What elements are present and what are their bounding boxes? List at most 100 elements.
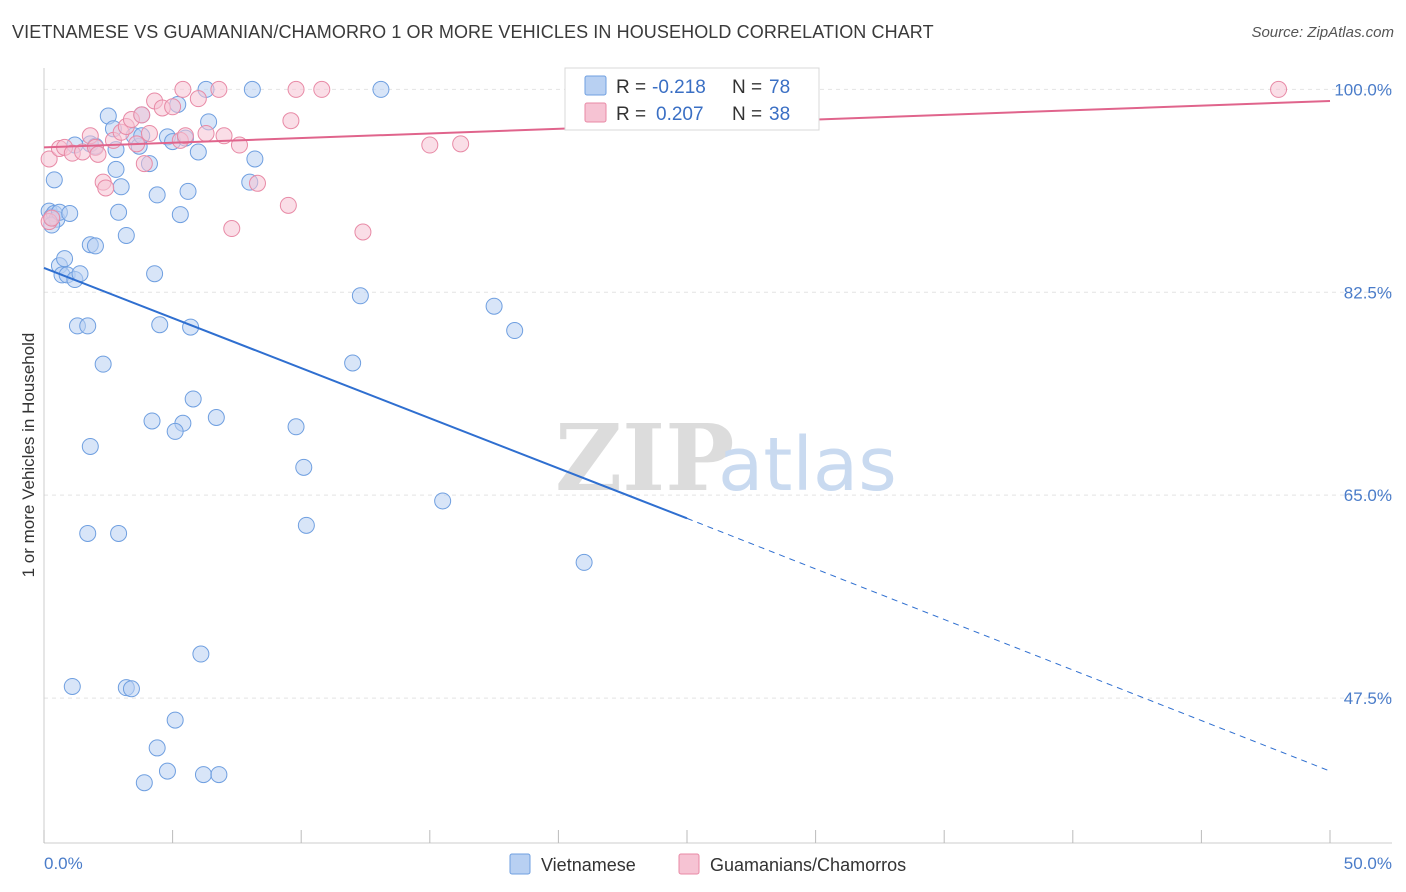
vietnamese-point-61: [135, 774, 153, 792]
guamanian-point-36: [313, 80, 331, 98]
vietnamese-point-22: [63, 677, 81, 695]
vietnamese-point-47: [171, 206, 189, 224]
vietnamese-point-5: [45, 171, 63, 189]
vietnamese-point-19: [81, 437, 99, 455]
vietnamese-point-41: [143, 412, 161, 430]
guamanian-point-35: [287, 80, 305, 98]
vietnamese-point-49: [166, 422, 184, 440]
vietnamese-point-15: [79, 317, 97, 335]
vietnamese-point-34: [117, 226, 135, 244]
y-axis-label: 1 or more Vehicles in Household: [19, 333, 38, 578]
vietnamese-point-70: [344, 354, 362, 372]
guamanian-point-0: [40, 150, 58, 168]
vietnamese-point-33: [112, 178, 130, 196]
guamanian-point-30: [223, 220, 241, 238]
vietnamese-point-64: [243, 80, 261, 98]
vietnamese-point-68: [295, 458, 313, 476]
guamanian-point-39: [452, 135, 470, 153]
guamanian-point-26: [189, 90, 207, 108]
vietnamese-point-72: [372, 80, 390, 98]
vietnamese-point-40: [146, 265, 164, 283]
chart-title: VIETNAMESE VS GUAMANIAN/CHAMORRO 1 OR MO…: [12, 22, 934, 42]
watermark-zip: ZIP: [555, 404, 734, 512]
vietnamese-point-17: [86, 237, 104, 255]
series-legend-swatch-guamanian: [678, 853, 700, 875]
y-tick-label-0: 100.0%: [1334, 80, 1392, 99]
guamanian-point-24: [174, 80, 192, 98]
vietnamese-point-21: [110, 524, 128, 542]
vietnamese-point-20: [79, 524, 97, 542]
vietnamese-point-67: [287, 418, 305, 436]
vietnamese-point-43: [148, 186, 166, 204]
guamanian-point-33: [279, 196, 297, 214]
legend-swatch-guamanian: [584, 102, 607, 123]
y-tick-label-3: 47.5%: [1344, 689, 1392, 708]
legend-n-label-guamanian: N =: [732, 104, 762, 125]
vietnamese-point-24: [122, 680, 140, 698]
y-tick-label-2: 65.0%: [1344, 486, 1392, 505]
vietnamese-point-7: [61, 204, 79, 222]
guamanian-point-2: [43, 209, 61, 227]
guamanian-point-28: [210, 80, 228, 98]
guamanian-point-18: [135, 155, 153, 173]
legend-r-value-guamanian: 0.207: [656, 104, 704, 125]
vietnamese-point-62: [194, 766, 212, 784]
vietnamese-trend-line: [43, 267, 688, 520]
x-tick-label-0: 0.0%: [44, 854, 83, 873]
legend-r-label-guamanian: R =: [616, 104, 646, 125]
guamanian-point-22: [164, 98, 182, 116]
series-legend-swatch-vietnamese: [509, 853, 531, 875]
guamanian-point-19: [140, 124, 158, 142]
legend-n-label-vietnamese: N =: [732, 77, 762, 98]
guamanian-point-32: [248, 174, 266, 192]
guamanian-point-11: [97, 179, 115, 197]
vietnamese-point-50: [179, 182, 197, 200]
y-tick-label-1: 82.5%: [1344, 283, 1392, 302]
series-legend: Vietnamese Guamanians/Chamorros: [509, 853, 906, 875]
tick-labels: 100.0% 82.5% 65.0% 47.5% 0.0% 50.0%: [44, 80, 1392, 873]
vietnamese-point-59: [166, 711, 184, 729]
legend: R = -0.218 N = 78 R = 0.207 N = 38: [564, 67, 820, 131]
axes: [43, 68, 1392, 844]
watermark: ZIP atlas: [555, 404, 897, 512]
legend-n-value-vietnamese: 78: [769, 77, 790, 98]
vietnamese-point-74: [485, 297, 503, 315]
vietnamese-point-73: [434, 492, 452, 510]
guamanian-point-9: [89, 145, 107, 163]
vietnamese-point-60: [158, 762, 176, 780]
legend-r-value-vietnamese: -0.218: [652, 77, 706, 98]
legend-box: [564, 67, 820, 131]
vietnamese-point-32: [110, 203, 128, 221]
guamanian-point-27: [197, 124, 215, 142]
guamanian-point-38: [421, 136, 439, 154]
guamanian-point-17: [133, 106, 151, 124]
vietnamese-point-42: [151, 316, 169, 334]
vietnamese-point-57: [192, 645, 210, 663]
source-label: Source: ZipAtlas.com: [1251, 24, 1394, 41]
vietnamese-point-56: [207, 409, 225, 427]
vietnamese-point-71: [351, 287, 369, 305]
legend-r-label-vietnamese: R =: [616, 77, 646, 98]
vietnamese-point-75: [506, 322, 524, 340]
series-legend-label-vietnamese: Vietnamese: [541, 855, 636, 875]
legend-n-value-guamanian: 38: [769, 104, 790, 125]
vietnamese-point-69: [297, 516, 315, 534]
vietnamese-point-18: [94, 355, 112, 373]
vietnamese-point-10: [56, 250, 74, 268]
x-tick-label-1: 50.0%: [1344, 854, 1392, 873]
guamanian-point-25: [176, 127, 194, 145]
vietnamese-point-52: [184, 390, 202, 408]
watermark-atlas: atlas: [718, 422, 897, 508]
data-points: [40, 80, 1288, 792]
vietnamese-point-58: [148, 739, 166, 757]
vietnamese-point-31: [107, 160, 125, 178]
vietnamese-point-76: [575, 553, 593, 571]
vietnamese-point-65: [246, 150, 264, 168]
series-legend-label-guamanian: Guamanians/Chamorros: [710, 855, 906, 875]
vietnamese-point-63: [210, 766, 228, 784]
guamanian-point-37: [354, 223, 372, 241]
vietnamese-trend-extension: [686, 517, 1331, 772]
legend-swatch-vietnamese: [584, 75, 607, 96]
vietnamese-point-53: [189, 143, 207, 161]
